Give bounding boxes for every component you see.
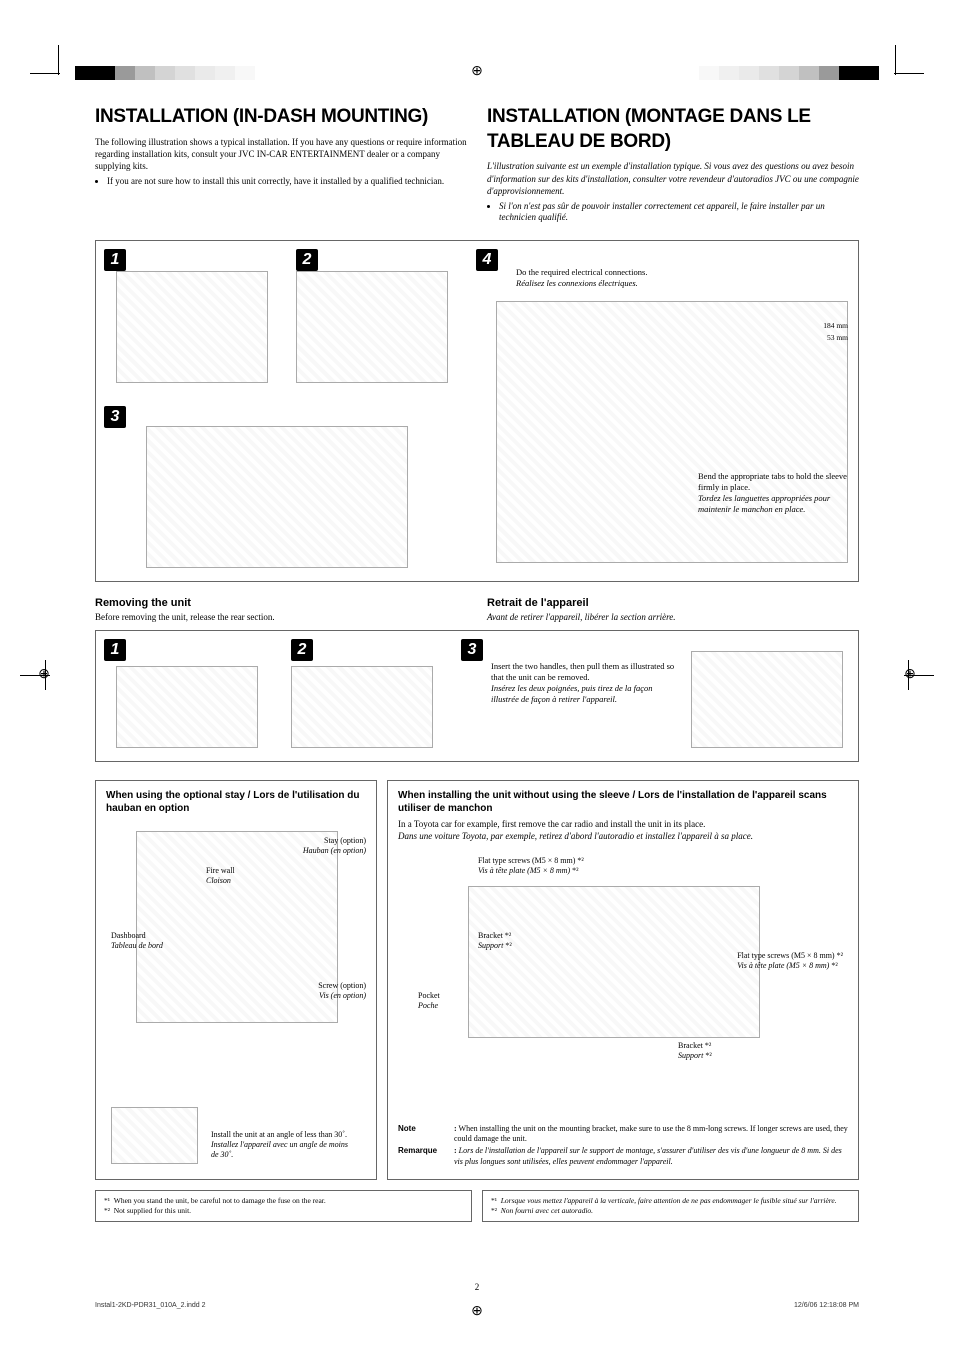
remove-step1-image [116,666,258,748]
removing-diagram: 1 2 3 Insert the two handles, then pull … [95,630,859,762]
pocket-label: PocketPoche [418,991,440,1010]
remove-step-3: 3 [461,639,483,661]
firewall-label: Fire wallCloison [206,866,235,885]
flat-screws-label-top: Flat type screws (M5 × 8 mm) *² Vis à tê… [478,856,584,875]
bullet-fr: Si l'on n'est pas sûr de pouvoir install… [499,201,859,224]
stay-label: Stay (option)Hauban (en option) [303,836,366,855]
title-en: INSTALLATION (IN-DASH MOUNTING) [95,105,467,130]
dashboard-label: DashboardTableau de bord [111,931,163,950]
angle-diagram [111,1107,198,1164]
stay-box: When using the optional stay / Lors de l… [95,780,377,1180]
color-bar [75,66,255,80]
registration-mark-icon [900,665,920,685]
angle-caption: Install the unit at an angle of less tha… [211,1130,351,1159]
footer-timestamp: 12/6/06 12:18:08 PM [794,1301,859,1310]
flat-screws-label-right: Flat type screws (M5 × 8 mm) *² Vis à tê… [737,951,843,970]
crop-mark [58,45,59,75]
removing-sub-fr: Avant de retirer l'appareil, libérer la … [487,612,859,624]
registration-mark-icon [467,62,487,82]
dim-label-1: 184 mm [823,321,848,331]
remove-step3-caption: Insert the two handles, then pull them a… [491,661,681,705]
bullets-fr: Si l'on n'est pas sûr de pouvoir install… [487,201,859,224]
step-badge-2: 2 [296,249,318,271]
remove-step2-image [291,666,433,748]
remarque-label: Remarque [398,1146,448,1167]
removing-sub-en: Before removing the unit, release the re… [95,612,467,624]
installation-diagram: 1 2 3 4 Do the required electrical conne… [95,240,859,582]
step-badge-3: 3 [104,406,126,428]
bullets-en: If you are not sure how to install this … [95,176,467,188]
sleeve-box: When installing the unit without using t… [387,780,859,1180]
diagram-step1-image [116,271,268,383]
step-badge-1: 1 [104,249,126,271]
crop-mark [30,73,60,74]
sleeve-title: When installing the unit without using t… [398,789,848,815]
stay-title: When using the optional stay / Lors de l… [106,789,366,815]
removing-title-en: Removing the unit [95,596,467,610]
screw-label: Screw (option)Vis (en option) [318,981,366,1000]
crop-mark [895,45,896,75]
note-label: Note [398,1124,448,1145]
crop-mark [894,73,924,74]
diagram-step2-image [296,271,448,383]
note-text: : When installing the unit on the mounti… [454,1124,848,1145]
color-bar [699,66,879,80]
page-number: 2 [475,1282,480,1294]
removing-title-fr: Retrait de l'appareil [487,596,859,610]
intro-en: The following illustration shows a typic… [95,136,467,172]
sleeve-diagram [468,886,760,1038]
bracket-label-left: Bracket *² Support *² [478,931,512,950]
footer-file: Instal1-2KD-PDR31_010A_2.indd 2 [95,1301,206,1310]
title-fr: INSTALLATION (MONTAGE DANS LE TABLEAU DE… [487,105,859,154]
registration-mark-icon [467,1302,487,1322]
diagram-step4-image [496,301,848,563]
bracket-label-bottom: Bracket *² Support *² [678,1041,712,1060]
sleeve-intro: In a Toyota car for example, first remov… [398,819,848,842]
sleeve-notes: Note : When installing the unit on the m… [398,1124,848,1168]
step-badge-4: 4 [476,249,498,271]
dim-label-2: 53 mm [827,333,848,343]
remove-step-1: 1 [104,639,126,661]
bend-caption: Bend the appropriate tabs to hold the sl… [698,471,848,515]
footnotes-en: *¹ When you stand the unit, be careful n… [95,1190,472,1222]
diagram-step3-image [146,426,408,568]
footnotes-fr: *¹ Lorsque vous mettez l'appareil à la v… [482,1190,859,1222]
intro-fr: L'illustration suivante est un exemple d… [487,160,859,196]
remove-step3-image [691,651,843,748]
bullet-en: If you are not sure how to install this … [107,176,467,188]
registration-mark-icon [34,665,54,685]
remove-step-2: 2 [291,639,313,661]
step4-caption: Do the required electrical connections. … [516,267,776,289]
remarque-text: : Lors de l'installation de l'appareil s… [454,1146,848,1167]
stay-diagram [136,831,338,1023]
